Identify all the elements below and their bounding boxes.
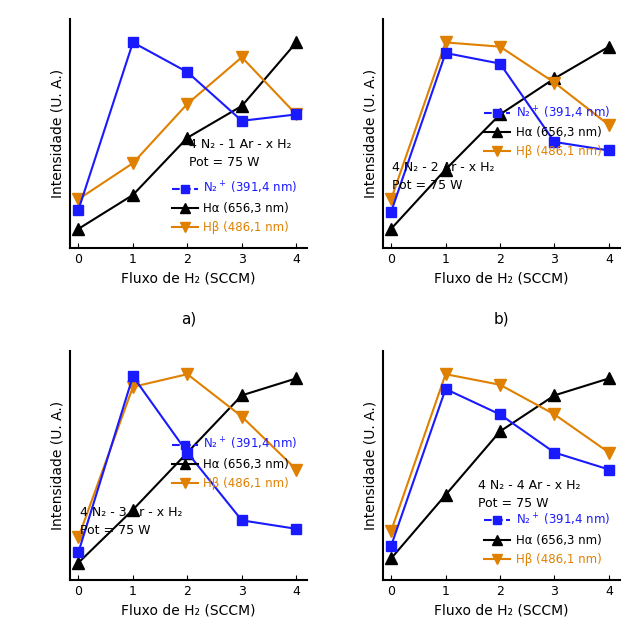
Text: 4 N₂ - 3 Ar - x H₂
Pot = 75 W: 4 N₂ - 3 Ar - x H₂ Pot = 75 W: [80, 506, 182, 538]
Y-axis label: Intensidade (U. A.): Intensidade (U. A.): [364, 401, 378, 530]
Text: 4 N₂ - 2 Ar - x H₂
Pot = 75 W: 4 N₂ - 2 Ar - x H₂ Pot = 75 W: [392, 161, 495, 192]
X-axis label: Fluxo de H₂ (SCCM): Fluxo de H₂ (SCCM): [434, 271, 569, 285]
Y-axis label: Intensidade (U. A.): Intensidade (U. A.): [364, 69, 378, 198]
Text: a): a): [181, 312, 196, 327]
X-axis label: Fluxo de H₂ (SCCM): Fluxo de H₂ (SCCM): [121, 603, 256, 617]
X-axis label: Fluxo de H₂ (SCCM): Fluxo de H₂ (SCCM): [434, 603, 569, 617]
Legend: N₂$^+$ (391,4 nm), Hα (656,3 nm), Hβ (486,1 nm): N₂$^+$ (391,4 nm), Hα (656,3 nm), Hβ (48…: [481, 508, 614, 569]
X-axis label: Fluxo de H₂ (SCCM): Fluxo de H₂ (SCCM): [121, 271, 256, 285]
Legend: N₂$^+$ (391,4 nm), Hα (656,3 nm), Hβ (486,1 nm): N₂$^+$ (391,4 nm), Hα (656,3 nm), Hβ (48…: [168, 433, 301, 494]
Y-axis label: Intensidade (U. A.): Intensidade (U. A.): [50, 401, 65, 530]
Text: 4 N₂ - 4 Ar - x H₂
Pot = 75 W: 4 N₂ - 4 Ar - x H₂ Pot = 75 W: [478, 479, 580, 510]
Legend: N₂$^+$ (391,4 nm), Hα (656,3 nm), Hβ (486,1 nm): N₂$^+$ (391,4 nm), Hα (656,3 nm), Hβ (48…: [481, 101, 614, 162]
Text: 4 N₂ - 1 Ar - x H₂
Pot = 75 W: 4 N₂ - 1 Ar - x H₂ Pot = 75 W: [189, 138, 291, 169]
Legend: N₂$^+$ (391,4 nm), Hα (656,3 nm), Hβ (486,1 nm): N₂$^+$ (391,4 nm), Hα (656,3 nm), Hβ (48…: [168, 176, 301, 238]
Y-axis label: Intensidade (U. A.): Intensidade (U. A.): [50, 69, 65, 198]
Text: b): b): [493, 312, 509, 327]
